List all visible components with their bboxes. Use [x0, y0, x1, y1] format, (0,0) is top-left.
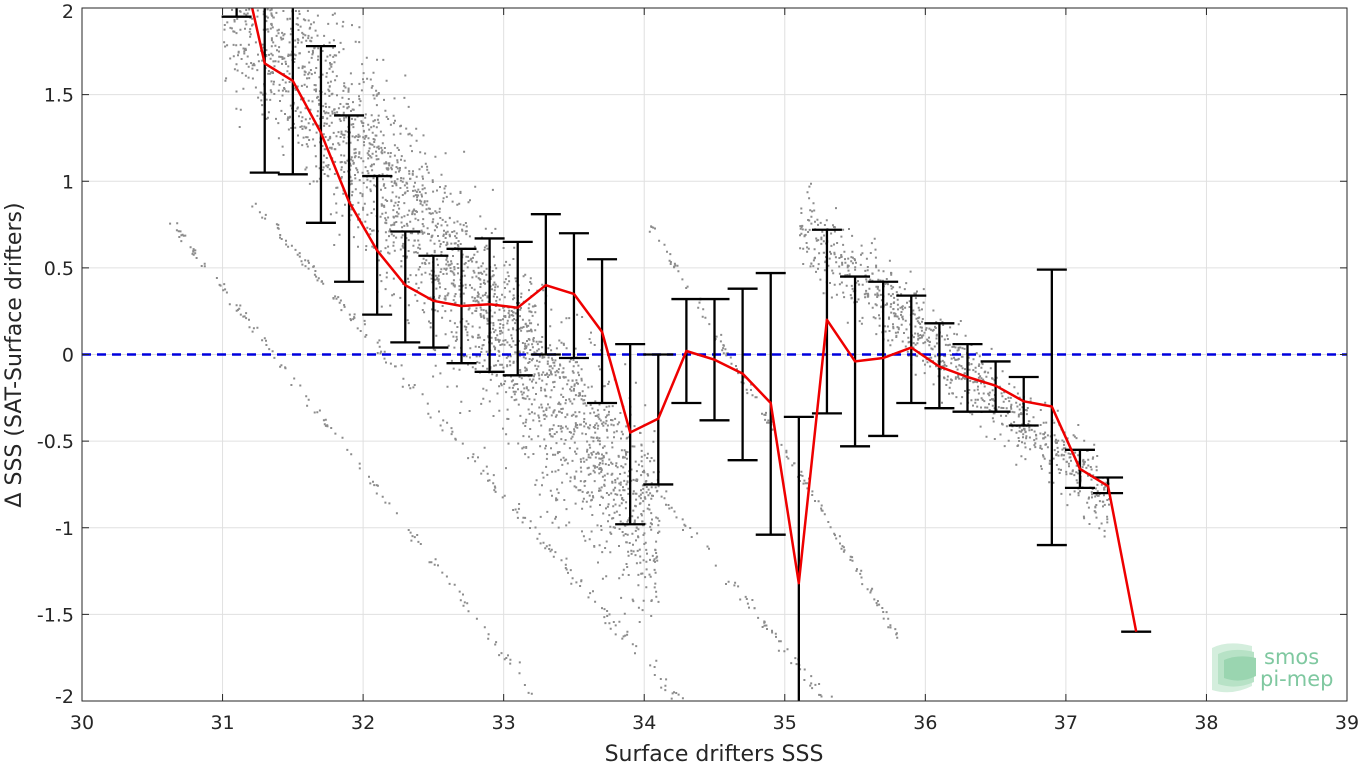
- logo-wave-icon: [1212, 643, 1256, 693]
- error-bar: [390, 230, 421, 344]
- logo-line-1: smos: [1264, 645, 1319, 669]
- y-tick-label: -1.5: [37, 604, 74, 626]
- x-tick-label: 32: [351, 712, 375, 734]
- error-bar: [221, 8, 252, 18]
- error-bar: [249, 8, 280, 174]
- y-axis-ticks: -2 -1.5 -1 -0.5 0 0.5 1 1.5 2: [37, 1, 1347, 708]
- y-tick-label: -0.5: [37, 431, 74, 453]
- error-bar: [277, 8, 308, 176]
- y-tick-label: -2: [55, 686, 74, 708]
- x-tick-label: 36: [913, 712, 937, 734]
- smos-pimep-logo: smos pi-mep: [1212, 643, 1333, 693]
- y-tick-label: 1.5: [44, 85, 74, 107]
- x-tick-label: 37: [1054, 712, 1078, 734]
- x-tick-label: 30: [70, 712, 94, 734]
- y-tick-label: 2: [62, 1, 74, 23]
- x-tick-label: 34: [632, 712, 656, 734]
- y-tick-label: 1: [62, 171, 74, 193]
- x-tick-label: 31: [210, 712, 234, 734]
- x-tick-label: 33: [492, 712, 516, 734]
- error-bar: [615, 342, 646, 526]
- error-bar: [783, 415, 814, 701]
- x-tick-label: 39: [1335, 712, 1359, 734]
- x-tick-label: 38: [1194, 712, 1218, 734]
- y-tick-label: -1: [55, 518, 74, 540]
- y-tick-label: 0: [62, 345, 74, 367]
- logo-line-2: pi-mep: [1260, 667, 1333, 691]
- x-axis-title: Surface drifters SSS: [605, 742, 824, 765]
- x-tick-label: 35: [773, 712, 797, 734]
- mean-line: [250, 7, 1138, 632]
- y-axis-title: Δ SSS (SAT-Surface drifters): [2, 202, 27, 507]
- x-axis-ticks: 30 31 32 33 34 35 36 37 38 39: [70, 8, 1359, 734]
- error-bar: [362, 174, 393, 316]
- error-bar: [896, 294, 927, 405]
- y-tick-label: 0.5: [44, 258, 74, 280]
- mean-difference-line: [250, 7, 1138, 632]
